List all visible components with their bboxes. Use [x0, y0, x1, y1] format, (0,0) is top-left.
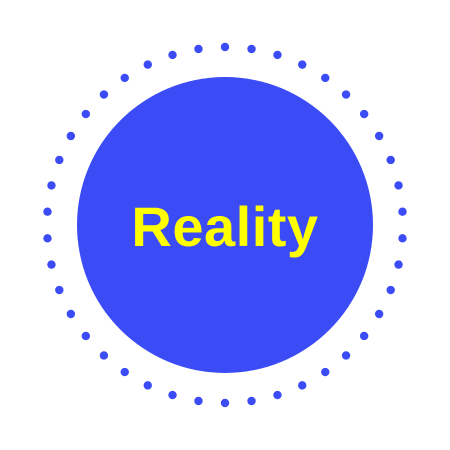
ring-dot: [247, 396, 256, 406]
reality-title: Reality: [131, 194, 319, 258]
ring-dot: [143, 60, 152, 69]
ring-dot: [168, 50, 177, 60]
ring-dot: [55, 285, 64, 295]
ring-dot: [47, 260, 56, 269]
ring-dot: [386, 155, 395, 165]
ring-dot: [341, 351, 351, 360]
ring-dot: [99, 90, 109, 99]
ring-dot: [194, 44, 203, 54]
ring-dot: [398, 234, 407, 243]
ring-dot: [374, 131, 384, 141]
ring-dot: [143, 381, 152, 390]
ring-dot: [43, 207, 52, 216]
ring-dot: [43, 234, 52, 243]
ring-dot: [394, 260, 403, 269]
ring-dot: [321, 367, 330, 377]
ring-dot: [298, 60, 307, 69]
dotted-ring: [43, 42, 407, 408]
ring-dot: [220, 398, 230, 408]
ring-dot: [66, 131, 76, 141]
ring-dot: [120, 367, 129, 377]
ring-dot: [374, 309, 384, 319]
ring-dot: [168, 390, 177, 400]
ring-dot: [99, 351, 109, 360]
ring-dot: [120, 73, 129, 83]
ring-dot: [298, 381, 307, 390]
ring-dot: [273, 390, 282, 400]
ring-dot: [394, 181, 403, 190]
ring-dot: [273, 50, 282, 60]
ring-dot: [341, 90, 351, 99]
ring-dot: [321, 73, 330, 83]
ring-dot: [386, 285, 395, 295]
ring-dot: [220, 42, 230, 52]
ring-dot: [66, 309, 76, 319]
ring-dot: [247, 44, 256, 54]
ring-dot: [47, 181, 56, 190]
ring-dot: [194, 396, 203, 406]
ring-dot: [359, 109, 369, 119]
ring-dot: [359, 331, 369, 341]
ring-dot: [81, 109, 91, 119]
main-circle: [77, 77, 373, 373]
ring-dot: [398, 207, 407, 216]
ring-dot: [55, 155, 64, 165]
ring-dot: [81, 331, 91, 341]
